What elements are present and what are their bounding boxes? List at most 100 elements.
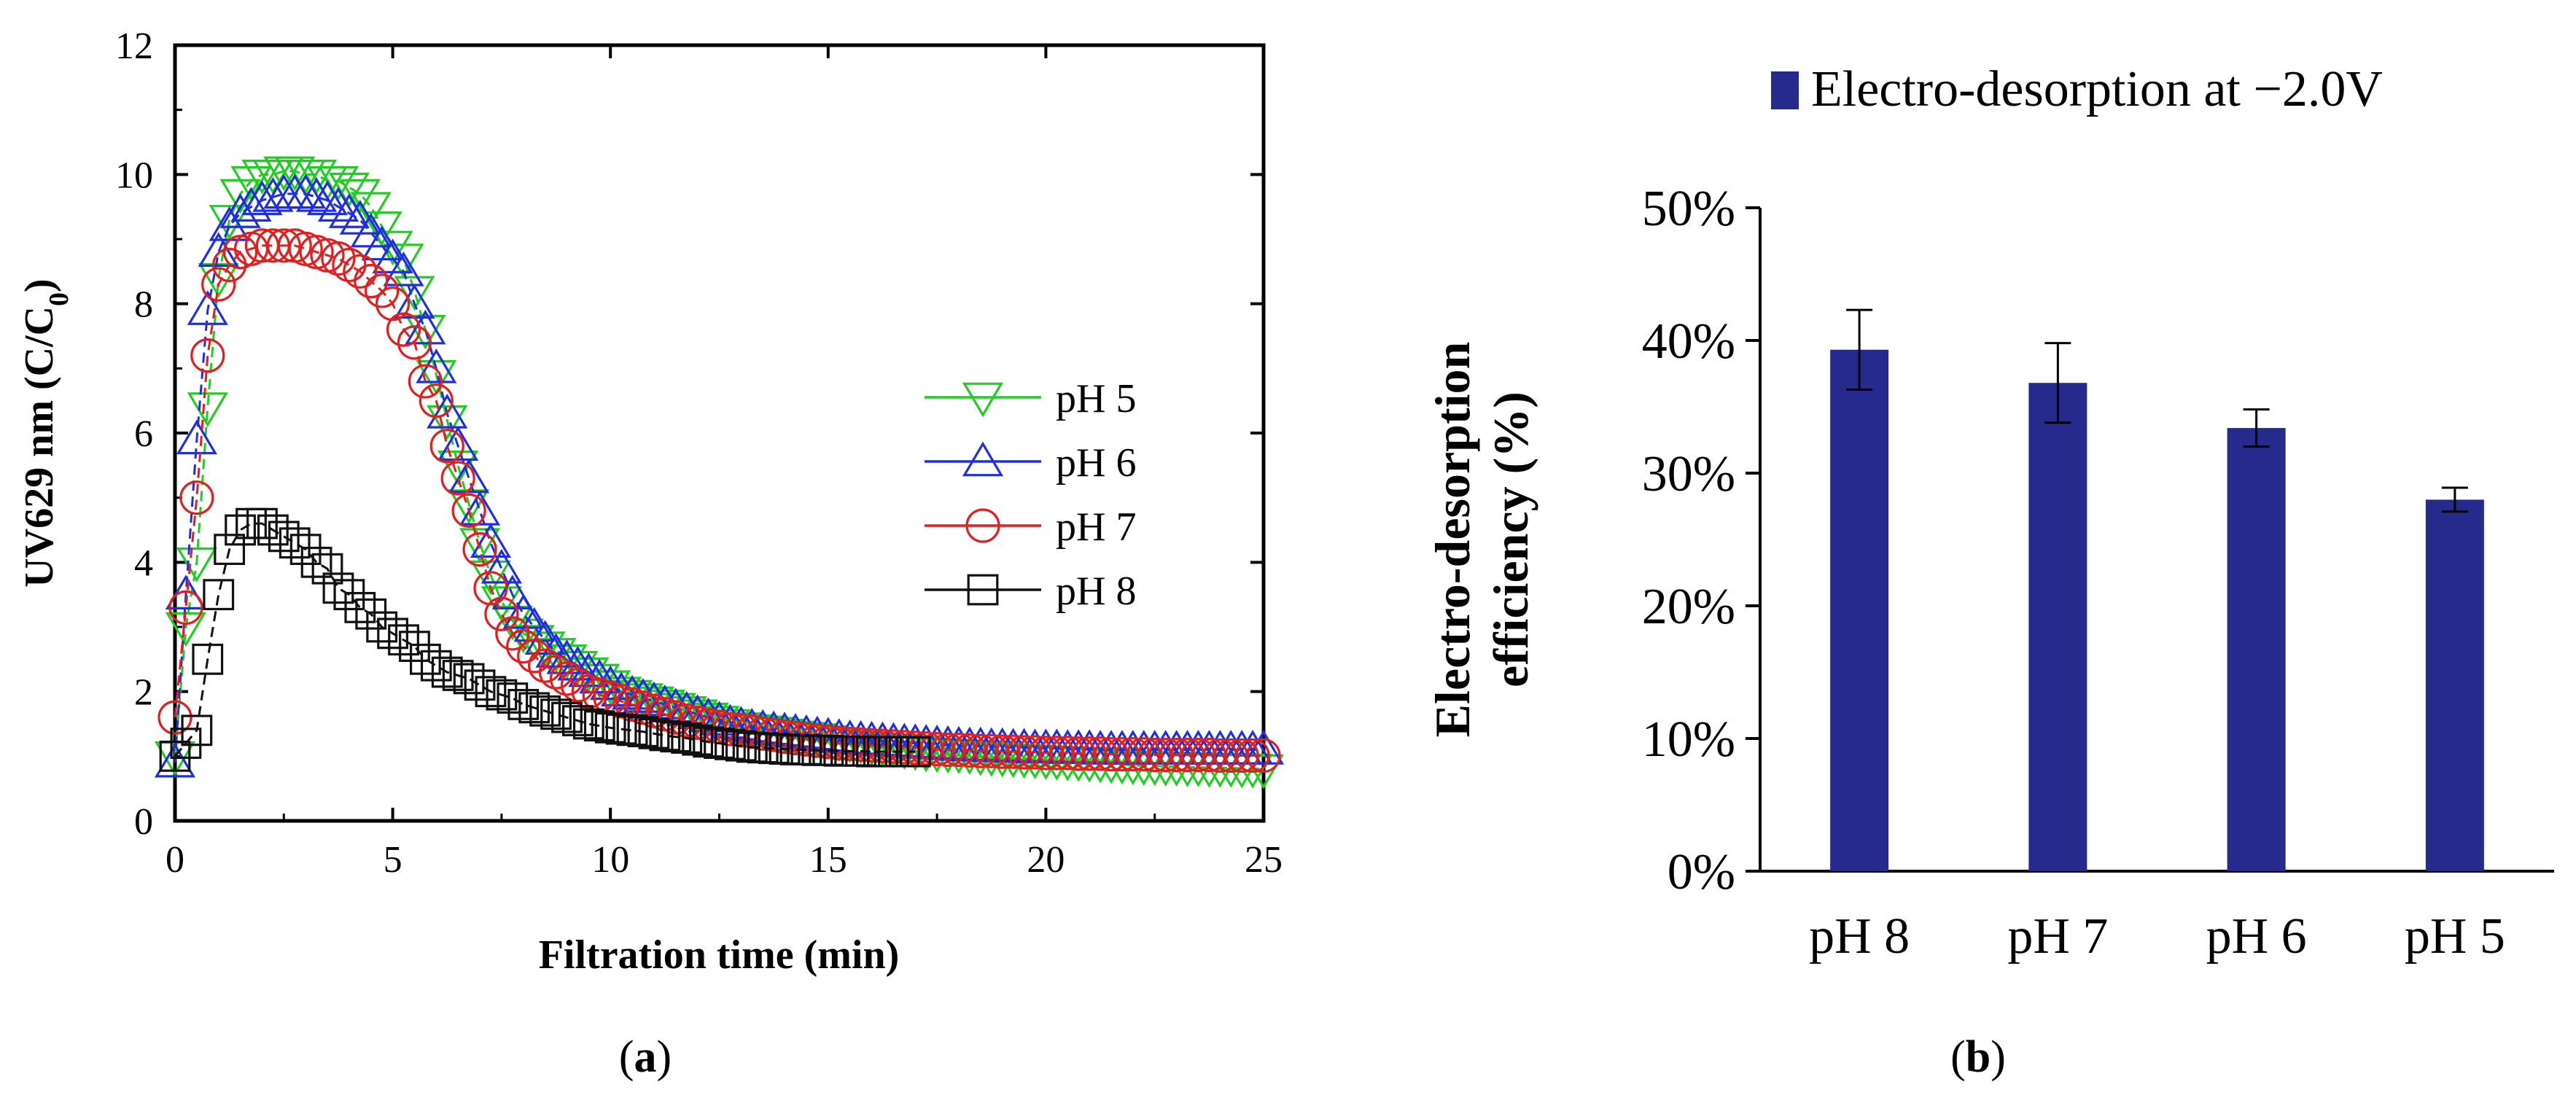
data-point-square — [366, 611, 398, 643]
data-point-triangle-down — [274, 156, 316, 192]
data-point-circle — [506, 628, 541, 664]
series-ph-8 — [159, 507, 931, 772]
data-point-circle — [419, 383, 454, 418]
data-point-square — [453, 663, 485, 695]
series-line — [174, 192, 1264, 763]
data-point-triangle-up — [480, 548, 523, 584]
legend-entry: pH 7 — [925, 504, 1136, 550]
x-category-label: pH 6 — [2206, 908, 2307, 964]
data-point-square — [671, 722, 703, 754]
x-tick-label: 5 — [384, 839, 402, 881]
data-point-circle — [495, 616, 530, 651]
bars-group-b — [1830, 308, 2484, 871]
data-point-triangle-up — [448, 458, 490, 494]
data-point-triangle-down — [405, 314, 446, 350]
data-point-circle — [560, 668, 596, 703]
data-point-square — [507, 688, 540, 720]
data-point-circle — [965, 508, 1000, 543]
x-ticks-a: 0 5 10 15 20 25 — [166, 45, 1283, 881]
legend-label: pH 8 — [1056, 569, 1136, 614]
data-point-circle — [528, 648, 563, 683]
legend-swatch-b — [1771, 71, 1799, 109]
data-point-circle — [375, 287, 410, 321]
error-bar — [2243, 408, 2270, 448]
data-point-square — [442, 660, 474, 691]
data-point-triangle-down — [546, 644, 588, 679]
data-point-square — [551, 701, 583, 733]
data-point-square — [170, 728, 202, 759]
data-point-square — [159, 740, 191, 772]
data-point-square — [486, 679, 518, 711]
data-point-square — [638, 717, 670, 749]
y-tick-label: 0% — [1668, 844, 1735, 900]
data-point-triangle-down — [437, 451, 479, 486]
data-point-circle — [473, 571, 508, 606]
data-point-triangle-up — [165, 574, 207, 609]
data-point-square — [967, 574, 999, 606]
data-point-square — [616, 714, 648, 747]
data-point-triangle-down — [962, 382, 1004, 418]
data-point-triangle-down — [230, 165, 272, 201]
data-point-triangle-up — [328, 193, 370, 228]
data-point-circle — [484, 596, 519, 631]
data-point-square — [529, 695, 561, 727]
legend-label: pH 7 — [1056, 504, 1136, 550]
data-point-circle — [1235, 738, 1270, 773]
data-point-square — [562, 705, 594, 736]
data-point-triangle-up — [491, 574, 533, 609]
legend-label: pH 6 — [1056, 440, 1136, 486]
data-point-square — [289, 534, 322, 565]
data-point-triangle-down — [339, 179, 381, 214]
legend-entry: pH 6 — [925, 440, 1136, 486]
data-point-square — [322, 572, 354, 604]
data-point-triangle-down — [317, 165, 359, 201]
data-point-square — [693, 726, 724, 758]
data-point-square — [246, 507, 278, 539]
data-point-square — [594, 712, 626, 744]
x-tick-label: 25 — [1245, 839, 1283, 881]
y-tick-label: 4 — [134, 542, 153, 584]
series-line — [174, 244, 1264, 757]
data-point-triangle-up — [252, 177, 294, 212]
y-tick-label: 30% — [1642, 446, 1735, 502]
y-tick-label: 20% — [1642, 579, 1735, 635]
data-point-triangle-up — [306, 180, 349, 216]
y-axis-label-a: UV629 nm (C/C0) — [17, 278, 74, 587]
bar-ph-6 — [2227, 428, 2286, 871]
data-point-circle — [190, 338, 225, 373]
data-point-square — [583, 710, 615, 742]
series-group-a — [154, 156, 1285, 790]
data-point-square — [225, 514, 256, 546]
legend-b: Electro-desorption at −2.0V — [1771, 61, 2383, 117]
data-point-square — [279, 527, 311, 559]
legend-entry: pH 5 — [925, 376, 1136, 421]
data-point-triangle-down — [590, 670, 631, 706]
data-point-triangle-up — [437, 426, 479, 461]
data-point-triangle-up — [295, 177, 338, 212]
data-point-circle — [157, 700, 192, 735]
x-category-label: pH 8 — [1809, 908, 1910, 964]
data-point-triangle-up — [427, 394, 468, 429]
legend-a: pH 5 pH 6 pH 7 pH 8 — [925, 376, 1136, 614]
data-point-triangle-down — [557, 650, 599, 686]
y-axis-label-b-line2: efficiency (%) — [1483, 391, 1538, 687]
y-tick-label: 0 — [134, 801, 153, 843]
data-point-triangle-down — [350, 192, 392, 227]
data-point-triangle-up — [459, 491, 501, 526]
data-point-square — [704, 728, 735, 759]
data-point-triangle-up — [230, 187, 272, 222]
data-point-circle — [538, 655, 574, 690]
data-point-circle — [179, 480, 214, 515]
data-point-triangle-down — [949, 740, 990, 775]
data-point-square — [355, 598, 387, 630]
y-ticks-b: 0% 10% 20% 30% 40% 50% — [1642, 181, 1760, 900]
data-point-square — [214, 534, 246, 565]
data-point-circle — [332, 247, 367, 283]
data-point-triangle-down — [568, 657, 610, 693]
data-point-square — [420, 650, 452, 682]
data-point-triangle-down — [361, 211, 402, 246]
data-point-square — [605, 713, 637, 745]
data-point-circle — [201, 267, 236, 302]
x-tick-label: 15 — [809, 839, 847, 881]
data-point-circle — [386, 312, 421, 347]
